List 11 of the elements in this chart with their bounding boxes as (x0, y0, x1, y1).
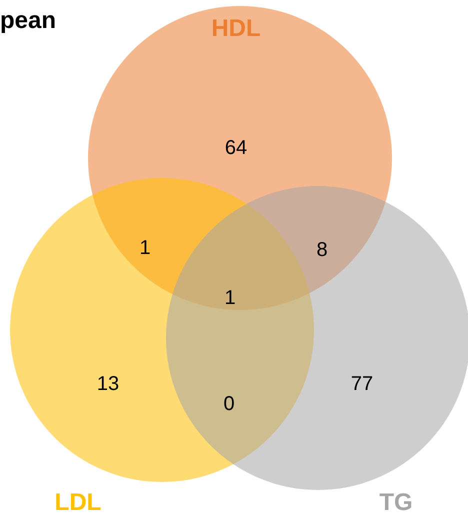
text: 0 (223, 393, 235, 415)
text: 1 (139, 237, 151, 259)
text: 1 (224, 287, 236, 309)
category-label: HDL (211, 15, 261, 42)
data-label: 64 (224, 137, 248, 159)
category-label: TG (379, 489, 413, 516)
data-label: 77 (350, 373, 374, 395)
text: 8 (316, 239, 328, 261)
category-label: LDL (54, 489, 102, 516)
text: pean (0, 7, 56, 34)
data-label: 13 (96, 373, 120, 395)
